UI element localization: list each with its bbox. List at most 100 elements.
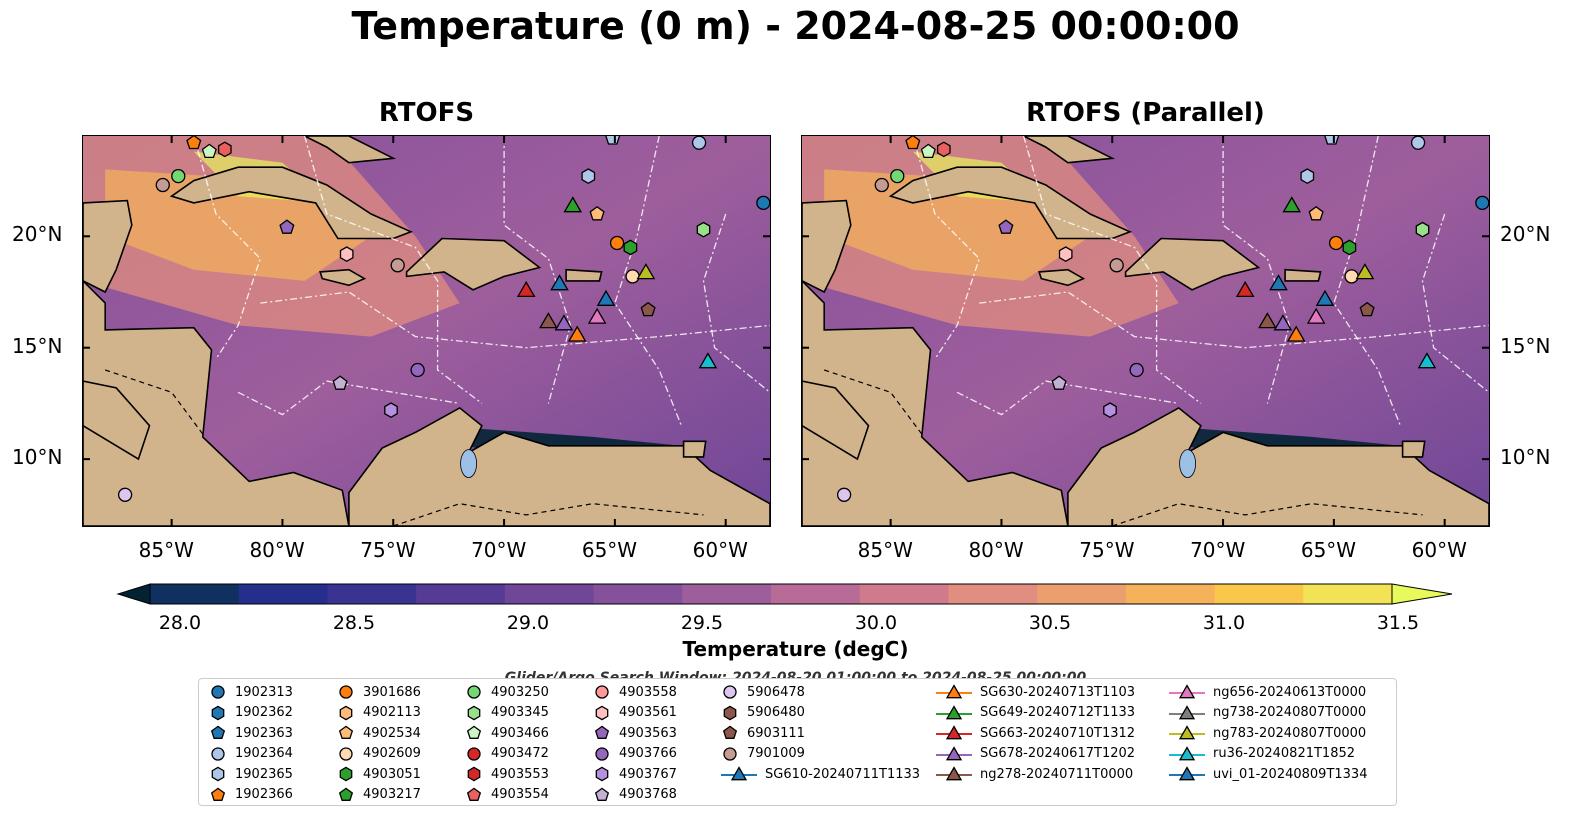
legend-item: 4903558 <box>591 682 677 703</box>
legend-marker-icon <box>210 787 226 801</box>
argo-float-1902313 <box>1475 195 1489 211</box>
legend-label: uvi_01-20240809T1334 <box>1213 766 1368 782</box>
land-yucatan <box>83 199 133 294</box>
legend-marker <box>1178 725 1196 740</box>
legend-item: 4903217 <box>335 785 421 806</box>
argo-float-4902534 <box>1308 205 1324 221</box>
glider-ng656-20240613T0000 <box>587 307 607 324</box>
argo-float-4903466 <box>201 143 217 159</box>
glider-uvi_01-20240809T1334 <box>596 289 616 306</box>
argo-float-4903563 <box>998 219 1014 234</box>
legend-marker <box>339 766 353 782</box>
x-tick-label: 65°W <box>581 538 638 562</box>
y-tick-label: 10°N <box>1500 445 1551 470</box>
glider-ng278-20240711T0000 <box>1258 312 1277 329</box>
legend-item: 1902366 <box>207 785 293 806</box>
y-tick-label: 20°N <box>1500 222 1551 247</box>
legend-item: 1902362 <box>207 703 293 724</box>
legend-marker <box>211 766 225 782</box>
argo-float-4903345 <box>696 221 711 238</box>
legend-item: 1902363 <box>207 723 293 744</box>
right-map-title: RTOFS (Parallel) <box>1026 98 1265 128</box>
colorbar <box>116 583 1453 605</box>
legend-marker <box>467 766 481 782</box>
argo-float-1902366 <box>905 136 921 150</box>
colorbar-tick-label: 31.5 <box>1376 612 1420 634</box>
legend-item: SG663-20240710T1312 <box>934 723 1135 744</box>
figure-title: Temperature (0 m) - 2024-08-25 00:00:00 <box>351 4 1240 48</box>
argo-float-5906478 <box>836 487 852 502</box>
colorbar-bin <box>416 584 506 604</box>
x-tick-label: 85°W <box>857 538 913 562</box>
legend-marker <box>595 747 609 761</box>
colorbar-tick-label: 30.5 <box>1028 612 1072 634</box>
legend-label: 1902366 <box>235 787 293 803</box>
glider-ng783-20240807T0000 <box>1355 263 1375 280</box>
land-hispaniola <box>405 237 542 291</box>
legend-column: 3901686 4902113 4902534 4902609 4903051 49032… <box>335 682 421 805</box>
x-tick-label: 85°W <box>138 538 194 562</box>
legend-label: 4903217 <box>363 787 421 803</box>
country-border-1 <box>1112 503 1423 526</box>
legend-marker-icon <box>936 766 972 781</box>
legend-label: ng278-20240711T0000 <box>980 766 1134 782</box>
legend-item: 1902365 <box>207 764 293 785</box>
argo-float-4903766 <box>410 362 425 378</box>
argo-float-4903345 <box>1415 221 1430 238</box>
legend-marker <box>1178 684 1196 699</box>
argo-float-1902364 <box>691 136 707 150</box>
argo-float-4903767 <box>384 402 398 419</box>
legend-column: SG630-20240713T1103 SG649-20240712T1133 SG… <box>934 682 1135 785</box>
legend-item: 4903563 <box>591 723 677 744</box>
legend-label: ng656-20240613T0000 <box>1213 684 1367 700</box>
legend-column: 4903250 4903345 4903466 4903472 4903553 49035… <box>463 682 549 805</box>
legend-marker <box>723 685 737 699</box>
map-svg-1 <box>802 136 1489 526</box>
eez-boundary-4 <box>1421 213 1489 393</box>
legend-label: 4903561 <box>619 705 677 721</box>
legend-marker-icon <box>466 787 482 801</box>
legend-label: 5906480 <box>747 705 805 721</box>
argo-float-5906480 <box>640 301 656 317</box>
legend-item: 1902313 <box>207 682 293 703</box>
eez-boundary-0 <box>193 136 262 360</box>
legend-marker <box>945 704 963 720</box>
legend-marker <box>945 745 963 761</box>
legend-item: 5906480 <box>719 703 920 724</box>
legend-column: 4903558 4903561 4903563 4903766 4903767 49037… <box>591 682 677 805</box>
legend-marker-icon <box>211 766 225 782</box>
x-tick-label: 60°W <box>1411 538 1467 562</box>
eez-boundary-1 <box>1022 136 1202 404</box>
legend-marker <box>339 685 353 699</box>
colorbar-extend-low <box>116 583 151 605</box>
legend-label: 1902362 <box>235 705 293 721</box>
legend-item: ru36-20240821T1852 <box>1167 744 1367 765</box>
land-bahamas <box>304 136 397 164</box>
legend-label: 4903466 <box>491 725 549 741</box>
land-cuba <box>888 166 1133 240</box>
legend-marker <box>339 705 353 721</box>
legend-label: 4902609 <box>363 746 421 762</box>
legend-marker-icon <box>723 747 737 761</box>
legend-marker-icon <box>467 747 481 761</box>
legend-marker-icon <box>594 787 610 801</box>
legend-marker-icon <box>594 725 610 740</box>
legend-label: SG678-20240617T1202 <box>980 746 1136 762</box>
legend-item: ng783-20240807T0000 <box>1167 723 1367 744</box>
x-tick-label: 80°W <box>968 538 1024 562</box>
argo-float-1902365 <box>1300 168 1315 185</box>
legend-item: 4903553 <box>463 764 549 785</box>
colorbar-bin <box>238 584 328 604</box>
legend-label: 4903768 <box>619 787 677 803</box>
legend-item: SG678-20240617T1202 <box>934 744 1135 765</box>
legend-item: 4902534 <box>335 723 421 744</box>
legend-label: SG610-20240711T1133 <box>765 766 921 782</box>
legend-label: SG649-20240712T1133 <box>980 705 1136 721</box>
argo-float-1902363 <box>1324 136 1340 145</box>
legend-item: 4903766 <box>591 744 677 765</box>
land-central-america <box>802 279 1069 526</box>
argo-float-5906478 <box>117 487 133 502</box>
legend-label: 4903472 <box>491 746 549 762</box>
legend-marker-icon <box>595 747 609 761</box>
legend-label: 4903554 <box>491 787 549 803</box>
